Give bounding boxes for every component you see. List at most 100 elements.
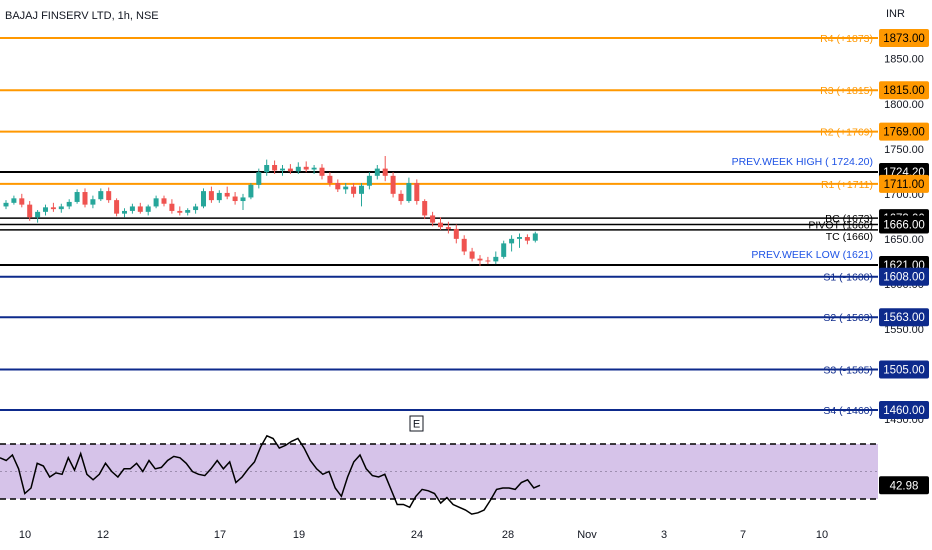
candle-body bbox=[248, 184, 254, 198]
candle-body bbox=[240, 197, 246, 202]
candle-body bbox=[287, 168, 293, 172]
level-label: R4 (+1873) bbox=[820, 33, 873, 45]
candle-body bbox=[351, 186, 357, 194]
candle-body bbox=[106, 191, 112, 201]
level-label: S1 (-1608) bbox=[823, 272, 873, 284]
candle-body bbox=[343, 186, 349, 190]
candle-body bbox=[303, 166, 309, 170]
candle-body bbox=[374, 168, 380, 176]
candle-body bbox=[398, 193, 404, 202]
candle-body bbox=[90, 199, 96, 205]
candle-body bbox=[137, 206, 143, 212]
price-tag-text: 1505.00 bbox=[883, 364, 925, 376]
candle-body bbox=[430, 215, 436, 223]
candle-body bbox=[414, 183, 420, 202]
candle-body bbox=[193, 206, 199, 211]
price-tag-text: 1711.00 bbox=[884, 179, 925, 191]
y-tick-label: 1850.00 bbox=[884, 54, 924, 66]
candle-body bbox=[469, 251, 475, 259]
price-tag bbox=[879, 308, 929, 327]
symbol-title: BAJAJ FINSERV LTD, 1h, NSE bbox=[5, 10, 159, 22]
candle-body bbox=[295, 166, 301, 172]
candle-body bbox=[485, 260, 491, 262]
level-label: S3 (-1505) bbox=[823, 364, 873, 376]
candle-body bbox=[145, 206, 151, 212]
candle-body bbox=[153, 198, 159, 207]
candle-body bbox=[66, 201, 72, 207]
candle-body bbox=[501, 243, 507, 257]
candle-body bbox=[359, 185, 364, 194]
price-tag-text: 1873.00 bbox=[883, 33, 925, 45]
x-tick-label: 17 bbox=[214, 529, 226, 541]
candle-body bbox=[445, 227, 451, 229]
candle-body bbox=[43, 207, 48, 212]
candle-body bbox=[216, 192, 222, 201]
x-tick-label: 28 bbox=[502, 529, 514, 541]
candle-body bbox=[114, 200, 120, 214]
candle-body bbox=[232, 196, 238, 202]
candle-body bbox=[532, 233, 538, 241]
price-tag-text: 1608.00 bbox=[883, 272, 925, 284]
price-tag bbox=[879, 29, 929, 47]
candle-body bbox=[35, 211, 41, 218]
candle-body bbox=[422, 201, 428, 216]
level-label: R1 (+1711) bbox=[821, 179, 873, 191]
candle-body bbox=[169, 203, 175, 211]
candle-body bbox=[509, 238, 515, 244]
candle-body bbox=[208, 191, 214, 201]
price-tag bbox=[879, 267, 929, 286]
price-tag bbox=[879, 81, 929, 100]
candle-body bbox=[11, 198, 17, 203]
price-tag-text: 1666.00 bbox=[883, 219, 925, 231]
candle-body bbox=[335, 183, 341, 190]
event-marker[interactable]: E bbox=[409, 415, 424, 432]
candle-body bbox=[524, 237, 530, 241]
x-tick-label: Nov bbox=[577, 529, 597, 541]
time-axis[interactable]: 10 12 17 19 24 28 Nov 3 7 10 bbox=[19, 529, 828, 541]
level-label: S4 (-1460) bbox=[823, 405, 873, 417]
candle-body bbox=[256, 172, 262, 185]
x-tick-label: 10 bbox=[19, 529, 31, 541]
level-label: R2 (+1769) bbox=[820, 127, 873, 139]
price-tag-text: 1563.00 bbox=[883, 312, 925, 324]
candle-body bbox=[50, 207, 56, 210]
candle-body bbox=[201, 191, 206, 207]
level-label: R3 (+1815) bbox=[820, 85, 873, 97]
level-label: PREV.WEEK LOW (1621) bbox=[751, 249, 873, 261]
candle-body bbox=[319, 167, 325, 176]
candle-body bbox=[224, 192, 230, 197]
y-tick-label: 1800.00 bbox=[884, 99, 924, 111]
candle-body bbox=[161, 198, 167, 204]
candle-body bbox=[98, 191, 104, 200]
candlestick-series bbox=[3, 155, 538, 266]
price-tag-text: 1815.00 bbox=[883, 85, 925, 97]
x-tick-label: 12 bbox=[97, 529, 109, 541]
candle-body bbox=[327, 175, 333, 184]
candle-body bbox=[74, 192, 80, 202]
candle-body bbox=[27, 204, 33, 218]
candle-body bbox=[177, 210, 183, 213]
price-tag bbox=[879, 401, 929, 419]
price-tags: 1873.001815.001769.001724.201711.001673.… bbox=[879, 29, 929, 419]
x-tick-label: 10 bbox=[816, 529, 828, 541]
rsi-value-text: 42.98 bbox=[890, 480, 919, 492]
candle-body bbox=[406, 183, 412, 202]
candle-body bbox=[311, 167, 317, 170]
candle-body bbox=[19, 198, 25, 205]
y-tick-label: 1550.00 bbox=[884, 324, 924, 336]
currency-label: INR bbox=[886, 8, 905, 20]
level-label: BC (1673) bbox=[825, 213, 873, 225]
rsi-pane: 42.98 bbox=[0, 434, 929, 515]
level-label: TC (1660) bbox=[826, 231, 873, 243]
candle-body bbox=[185, 210, 191, 213]
candle-body bbox=[122, 210, 127, 214]
rsi-value-tag bbox=[879, 476, 929, 495]
pivot-levels: R4 (+1873) R3 (+1815) R2 (+1769) PREV.WEEK … bbox=[0, 33, 878, 417]
candle-body bbox=[82, 192, 88, 205]
price-tag bbox=[879, 215, 929, 234]
candle-body bbox=[477, 258, 483, 261]
candle-body bbox=[366, 175, 372, 186]
candle-body bbox=[461, 238, 467, 252]
candle-body bbox=[438, 222, 443, 228]
